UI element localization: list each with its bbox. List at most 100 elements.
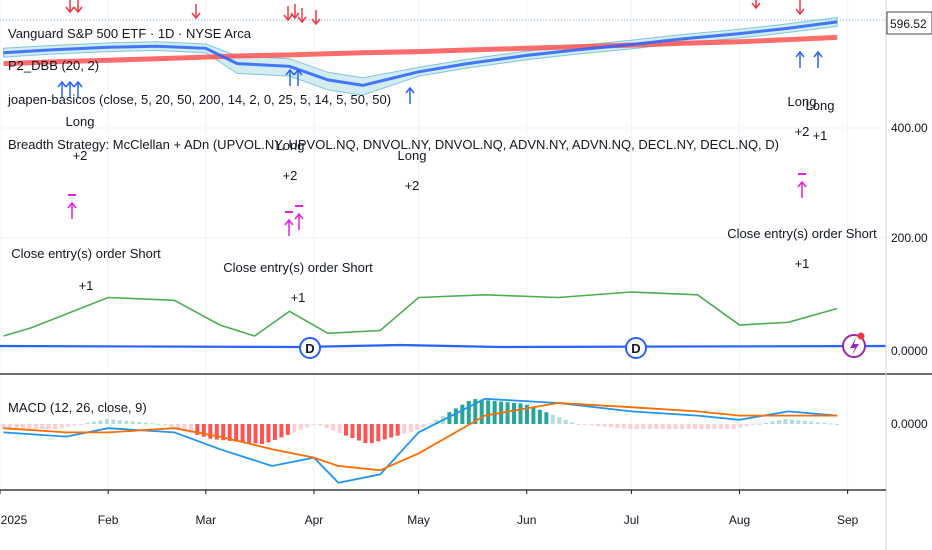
- long-label: Long: [66, 114, 95, 129]
- notification-dot: [857, 332, 865, 340]
- macd-histogram-bar: [460, 404, 465, 424]
- zero-line: [0, 343, 887, 349]
- time-axis-label: Apr: [305, 513, 324, 527]
- long-arrow-head: [65, 80, 75, 88]
- close-short-arrow-head: [797, 180, 807, 188]
- macd-histogram-bar: [305, 424, 310, 428]
- lightning-icon-glyph: [850, 338, 859, 355]
- macd-histogram-bar: [208, 424, 213, 439]
- macd-histogram-bar: [557, 417, 562, 424]
- breadth-path: [3, 291, 838, 337]
- zero-path: [0, 343, 887, 349]
- macd-histogram-bar: [789, 419, 794, 424]
- dividend-badge-text: D: [305, 341, 314, 356]
- macd-histogram-bar: [259, 424, 264, 444]
- macd-histogram-bar: [641, 424, 646, 430]
- macd-histogram-bar: [46, 424, 51, 430]
- time-axis-label: 2025: [1, 513, 28, 527]
- macd-histogram-bar: [182, 424, 187, 432]
- price-axis-label: 400.00: [891, 121, 928, 135]
- macd-histogram-bar: [344, 424, 349, 436]
- macd-histogram-bar: [337, 424, 342, 434]
- macd-histogram-bar: [537, 409, 542, 424]
- svg-text:596.52: 596.52: [890, 17, 927, 31]
- macd-histogram-bar: [331, 424, 336, 431]
- macd-histogram-bar: [686, 424, 691, 430]
- macd-histogram-bar: [673, 424, 678, 430]
- macd-histogram-bar: [279, 424, 284, 438]
- macd-histogram-bar: [201, 424, 206, 437]
- macd-histogram-bar: [402, 424, 407, 434]
- long-label: Long: [398, 148, 427, 163]
- macd-histogram-bar: [479, 399, 484, 424]
- time-axis-label: Jul: [624, 513, 639, 527]
- long-label-count: +2: [283, 168, 298, 183]
- macd-histogram-bar: [421, 424, 426, 428]
- macd-histogram-bar: [473, 399, 478, 424]
- price-axis[interactable]: 400.00 200.00 0.0000 0.0000: [891, 121, 928, 431]
- macd-histogram-bar: [589, 424, 594, 426]
- short-arrowhead: [795, 8, 805, 16]
- macd-histogram-bar: [583, 424, 588, 425]
- close-short-label: Close entry(s) order Short: [223, 260, 373, 275]
- macd-histogram-bar: [835, 424, 840, 425]
- macd-histogram-bar: [699, 424, 704, 430]
- close-short-label-count: +1: [795, 256, 810, 271]
- long-label: Long: [806, 98, 835, 113]
- dividend-badge: [625, 337, 647, 359]
- time-axis[interactable]: 2025 Feb Mar Apr May Jun Jul Aug Sep: [0, 490, 859, 527]
- indicator-joapen-label: joapen-basicos (close, 5, 20, 50, 200, 1…: [7, 92, 391, 107]
- macd-histogram-bar: [72, 424, 77, 426]
- macd-histogram-bar: [634, 424, 639, 430]
- macd-histogram-bar: [130, 421, 135, 424]
- macd-histogram-bar: [363, 424, 368, 444]
- macd-histogram-bar: [621, 424, 626, 429]
- macd-histogram-bar: [757, 423, 762, 425]
- chart-title: Vanguard S&P 500 ETF · 1D · NYSE Arca: [8, 26, 252, 41]
- macd-histogram-bar: [33, 424, 38, 430]
- close-short-arrow-head: [67, 201, 77, 209]
- price-axis-label: 0.0000: [891, 344, 928, 358]
- short-arrowhead: [311, 18, 321, 26]
- macd-title: MACD (12, 26, close, 9): [8, 400, 147, 415]
- macd-histogram-bar: [59, 424, 64, 428]
- signal-line: [3, 402, 838, 472]
- macd-histogram-bar: [531, 407, 536, 424]
- macd-histogram-bar: [408, 424, 413, 432]
- time-axis-label: Aug: [729, 513, 750, 527]
- macd-histogram-bar: [27, 424, 32, 430]
- price-axis-label: 200.00: [891, 231, 928, 245]
- macd-histogram-bar: [79, 424, 84, 425]
- trade-annotations: Close entry(s) order Short +1 Close entry(…: [11, 94, 877, 305]
- macd-histogram-bar: [292, 424, 297, 433]
- close-short-label: Close entry(s) order Short: [11, 246, 161, 261]
- macd-histogram-bar: [156, 423, 161, 425]
- close-short-label-count: +1: [79, 278, 94, 293]
- macd-histogram-bar: [1, 424, 6, 430]
- macd-histogram-bar: [98, 420, 103, 424]
- macd-histogram-bar: [680, 424, 685, 430]
- short-arrowhead: [297, 16, 307, 24]
- last-price-tag: 596.52: [886, 11, 932, 35]
- close-short-arrow-head: [294, 212, 304, 220]
- macd-line: [3, 397, 838, 484]
- close-short-arrow-head: [284, 218, 294, 226]
- macd-histogram-bar: [563, 419, 568, 424]
- close-short-label-count: +1: [291, 290, 306, 305]
- macd-histogram-bar: [14, 424, 19, 430]
- macd-histogram-bar: [104, 419, 109, 424]
- macd-histogram-bar: [91, 421, 96, 424]
- macd-histogram-bar: [447, 412, 452, 424]
- macd-histogram-bar: [53, 424, 58, 430]
- macd-histogram-bar: [66, 424, 71, 427]
- macd-histogram-bar: [175, 424, 180, 430]
- macd-histogram-bar: [505, 402, 510, 424]
- indicator-dbb-label: P2_DBB (20, 2): [8, 58, 99, 73]
- macd-histogram-bar: [318, 424, 323, 426]
- macd-histogram-bar: [163, 424, 168, 426]
- dividend-badge-text: D: [631, 341, 640, 356]
- macd-histogram-bar: [350, 424, 355, 439]
- macd-histogram-bar: [188, 424, 193, 434]
- short-arrowhead: [290, 12, 300, 20]
